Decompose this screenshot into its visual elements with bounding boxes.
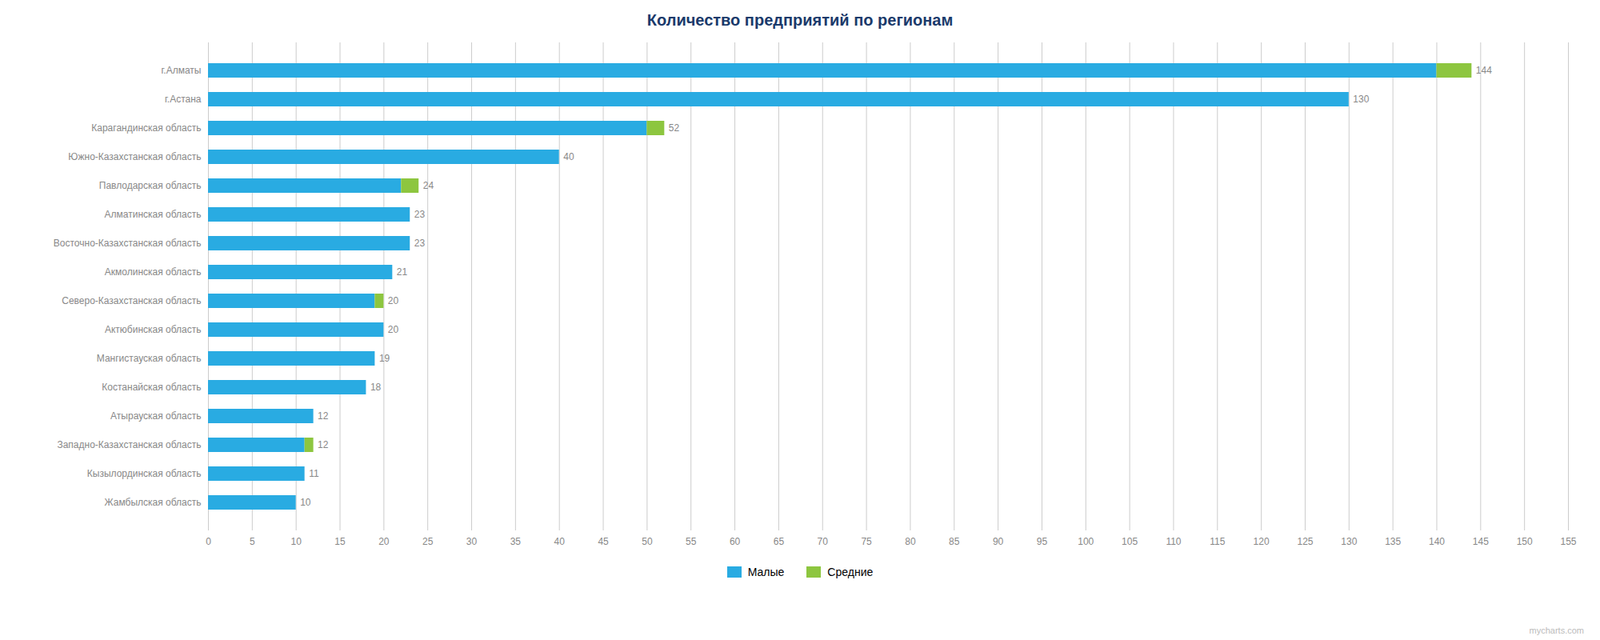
svg-text:145: 145 <box>1472 536 1489 548</box>
html-text:Количество предприятий по реги: Количество предприятий по регионам <box>647 11 953 29</box>
svg-text:Акмолинская область: Акмолинская область <box>104 266 202 278</box>
svg-text:Атырауская область: Атырауская область <box>110 410 201 422</box>
svg-text:Актюбинская область: Актюбинская область <box>104 324 202 336</box>
svg-text:г.Астана: г.Астана <box>164 93 202 105</box>
svg-text:55: 55 <box>685 536 697 548</box>
svg-text:130: 130 <box>1352 93 1369 105</box>
svg-text:0: 0 <box>205 536 212 548</box>
html-text:Малые: Малые <box>747 565 785 579</box>
svg-text:24: 24 <box>423 180 435 192</box>
svg-text:23: 23 <box>414 237 426 249</box>
svg-text:120: 120 <box>1253 536 1270 548</box>
svg-text:Алматинская область: Алматинская область <box>104 208 202 220</box>
svg-text:60: 60 <box>729 536 741 548</box>
svg-text:85: 85 <box>948 536 960 548</box>
svg-text:150: 150 <box>1516 536 1533 548</box>
svg-text:Павлодарская область: Павлодарская область <box>99 180 202 192</box>
svg-text:45: 45 <box>597 536 609 548</box>
svg-text:23: 23 <box>414 208 426 220</box>
svg-text:19: 19 <box>379 352 391 364</box>
svg-text:11: 11 <box>308 468 320 480</box>
svg-text:40: 40 <box>554 536 566 548</box>
svg-text:30: 30 <box>466 536 478 548</box>
html-text:Средние: Средние <box>827 565 874 579</box>
svg-text:Западно-Казахстанская область: Западно-Казахстанская область <box>56 439 201 451</box>
svg-text:140: 140 <box>1428 536 1445 548</box>
svg-text:Южно-Казахстанская область: Южно-Казахстанская область <box>68 151 201 163</box>
svg-text:г.Алматы: г.Алматы <box>160 64 201 76</box>
svg-text:100: 100 <box>1077 536 1094 548</box>
svg-text:Восточно-Казахстанская область: Восточно-Казахстанская область <box>53 237 202 249</box>
svg-text:Жамбылская область: Жамбылская область <box>104 496 202 508</box>
html-text:mycharts.com: mycharts.com <box>1529 625 1584 636</box>
svg-text:35: 35 <box>510 536 522 548</box>
svg-text:18: 18 <box>370 381 382 393</box>
svg-text:Северо-Казахстанская область: Северо-Казахстанская область <box>61 295 201 307</box>
svg-text:20: 20 <box>388 324 400 336</box>
svg-text:15: 15 <box>334 536 346 548</box>
svg-text:10: 10 <box>300 496 312 508</box>
svg-text:12: 12 <box>317 410 329 422</box>
svg-text:50: 50 <box>641 536 653 548</box>
svg-text:75: 75 <box>860 536 872 548</box>
svg-text:144: 144 <box>1476 64 1492 76</box>
svg-text:125: 125 <box>1296 536 1313 548</box>
svg-text:40: 40 <box>563 151 575 163</box>
svg-text:65: 65 <box>773 536 785 548</box>
svg-text:135: 135 <box>1384 536 1401 548</box>
svg-text:Карагандинская область: Карагандинская область <box>91 122 201 134</box>
svg-text:Кызылординская область: Кызылординская область <box>87 468 202 480</box>
svg-text:20: 20 <box>388 295 400 307</box>
svg-text:Костанайская область: Костанайская область <box>101 381 201 393</box>
svg-text:5: 5 <box>249 536 256 548</box>
svg-text:10: 10 <box>290 536 302 548</box>
svg-text:155: 155 <box>1560 536 1576 548</box>
svg-text:21: 21 <box>396 266 408 278</box>
svg-text:25: 25 <box>422 536 434 548</box>
svg-text:52: 52 <box>668 122 680 134</box>
svg-text:130: 130 <box>1340 536 1357 548</box>
svg-text:90: 90 <box>992 536 1004 548</box>
svg-text:115: 115 <box>1209 536 1225 548</box>
svg-text:80: 80 <box>904 536 916 548</box>
svg-text:105: 105 <box>1121 536 1138 548</box>
svg-text:95: 95 <box>1036 536 1048 548</box>
svg-text:20: 20 <box>378 536 390 548</box>
svg-text:110: 110 <box>1165 536 1181 548</box>
svg-text:12: 12 <box>317 439 329 451</box>
svg-text:Мангистауская область: Мангистауская область <box>96 352 202 364</box>
svg-text:70: 70 <box>817 536 829 548</box>
